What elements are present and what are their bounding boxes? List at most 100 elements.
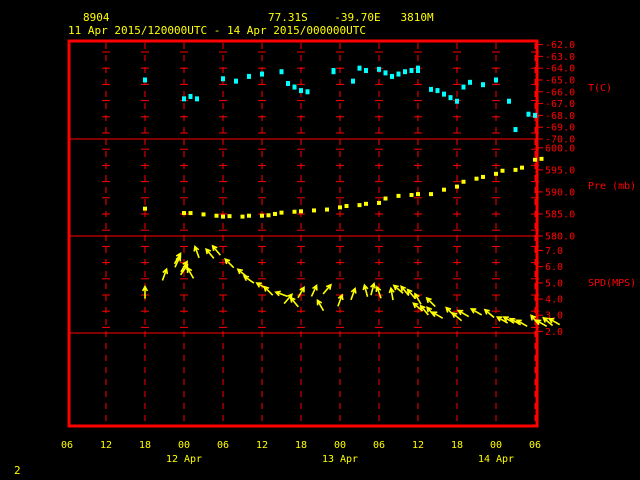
wind-arrow [375, 285, 382, 299]
wind-arrow [350, 286, 357, 301]
wind-arrow [289, 296, 299, 308]
wind-arrow [392, 284, 404, 294]
y-tick-label: 5.0 [545, 278, 563, 289]
temperature-point [221, 76, 225, 82]
x-day-label: 14 Apr [478, 454, 514, 465]
pressure-point [279, 210, 284, 215]
temperature-point [442, 91, 446, 97]
pressure-point [513, 167, 518, 172]
temperature-point [143, 77, 147, 83]
x-day-label: 12 Apr [166, 454, 202, 465]
temperature-point [409, 68, 414, 74]
temperature-point [448, 95, 453, 101]
y-tick-label: -65.0 [545, 75, 575, 86]
pressure-point [240, 214, 245, 219]
x-tick-label: 18 [139, 440, 151, 451]
y-tick-label: -68.0 [545, 111, 575, 122]
pressure-point [455, 184, 459, 189]
wind-arrow [205, 247, 215, 259]
x-tick-label: 06 [217, 440, 229, 451]
pressure-point [344, 204, 349, 209]
wind-arrow [370, 281, 377, 296]
station-location: 77.31S -39.70E 3810M [268, 11, 434, 24]
temperature-point [403, 69, 407, 75]
temperature-point [292, 84, 297, 90]
time-period: 11 Apr 2015/120000UTC - 14 Apr 2015/0000… [68, 24, 367, 37]
temperature-point [357, 65, 362, 71]
pressure-point [481, 174, 485, 179]
y-tick-label: 7.0 [545, 246, 563, 257]
y-tick-label: -69.0 [545, 123, 575, 134]
wind-arrow [242, 275, 255, 284]
pressure-point [409, 192, 414, 197]
temperature-point [182, 96, 186, 102]
wind-arrow [425, 296, 436, 308]
temperature-point [526, 111, 531, 117]
pressure-point [182, 211, 186, 216]
wind-arrow [310, 284, 318, 297]
y-axis-label: Pre (mb) [588, 181, 636, 192]
x-tick-label: 00 [490, 440, 502, 451]
wind-arrow [263, 285, 274, 296]
temperature-point [247, 73, 251, 79]
wind-arrow [542, 316, 554, 327]
pressure-point [500, 168, 505, 173]
pressure-point [292, 209, 297, 214]
temperature-point [331, 68, 336, 74]
wind-arrow [193, 244, 200, 259]
temperature-point [305, 89, 310, 95]
wind-arrow [469, 308, 483, 316]
temperature-point [377, 66, 381, 72]
x-tick-label: 12 [256, 440, 268, 451]
wind-arrow [211, 244, 221, 256]
plot-frame [67, 39, 539, 428]
y-tick-label: -67.0 [545, 99, 575, 110]
pressure-point [247, 213, 251, 218]
y-axis-label: T(C) [588, 83, 612, 94]
wind-arrow [419, 304, 429, 316]
pressure-point [312, 208, 316, 213]
pressure-point [442, 187, 446, 192]
temperature-point [507, 98, 511, 104]
temperature-point [364, 68, 368, 74]
pressure-point [396, 193, 401, 198]
temperature-point [390, 73, 394, 79]
pressure-point [299, 209, 303, 214]
temperature-point [396, 71, 401, 77]
pressure-point [266, 213, 271, 218]
pressure-point [429, 192, 433, 197]
y-tick-label: 580.0 [545, 232, 575, 243]
x-day-label: 13 Apr [322, 454, 358, 465]
wind-arrow [515, 319, 528, 327]
pressure-point [520, 165, 524, 170]
temperature-point [481, 82, 485, 88]
y-tick-label: -63.0 [545, 52, 575, 63]
wind-arrow [388, 286, 395, 301]
temperature-point [234, 78, 238, 84]
pressure-point [474, 176, 479, 181]
pressure-point [227, 214, 232, 219]
x-tick-label: 06 [61, 440, 73, 451]
x-tick-label: 00 [178, 440, 190, 451]
temperature-point [279, 69, 284, 75]
wind-arrow [483, 308, 495, 319]
pressure-point [273, 211, 277, 216]
temperature-point [533, 112, 537, 118]
pressure-point [364, 201, 368, 206]
temperature-point [461, 84, 466, 90]
wind-arrow [186, 266, 195, 279]
y-tick-label: 585.0 [545, 209, 575, 220]
x-tick-label: 18 [295, 440, 307, 451]
temperature-point [455, 98, 459, 104]
y-tick-label: 4.0 [545, 295, 563, 306]
pressure-point [383, 196, 388, 201]
wind-arrow [430, 311, 444, 319]
wind-arrow [224, 258, 235, 269]
wind-arrow [141, 284, 149, 299]
pressure-point [357, 203, 362, 208]
wind-arrow [337, 293, 344, 307]
x-tick-label: 18 [451, 440, 463, 451]
x-tick-label: 06 [373, 440, 385, 451]
x-tick-label: 12 [412, 440, 424, 451]
